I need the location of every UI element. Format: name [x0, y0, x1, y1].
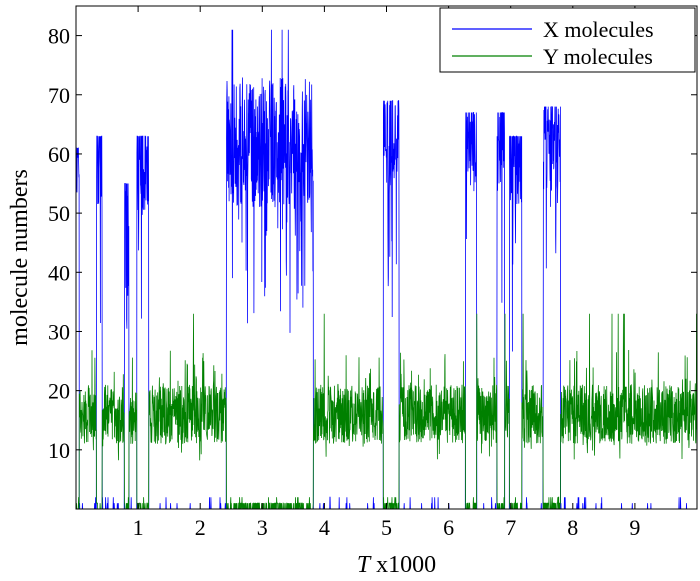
- x-tick-label: 1: [133, 515, 144, 540]
- y-tick-label: 30: [48, 319, 70, 344]
- y-tick-label: 50: [48, 201, 70, 226]
- x-tick-label: 3: [257, 515, 268, 540]
- legend-box: [439, 7, 696, 73]
- x-tick-label: 9: [629, 515, 640, 540]
- y-tick-label: 20: [48, 379, 70, 404]
- x-tick-label: 7: [505, 515, 516, 540]
- x-tick-label: 2: [195, 515, 206, 540]
- y-axis-title: molecule numbers: [7, 169, 33, 346]
- x-axis-title-variable: T: [357, 552, 372, 578]
- legend: X molecules Y molecules: [439, 7, 696, 73]
- x-tick-label: 6: [443, 515, 454, 540]
- y-tick-label: 40: [48, 260, 70, 285]
- tick-layer: 1 2 3 4 5 6 7 8 9 10 20 30 40 50 60 70 80: [48, 6, 697, 540]
- y-tick-label: 80: [48, 24, 70, 49]
- y-tick-label: 70: [48, 83, 70, 108]
- y-tick-label: 10: [48, 438, 70, 463]
- x-tick-label: 4: [319, 515, 330, 540]
- x-tick-label: 5: [381, 515, 392, 540]
- y-tick-label: 60: [48, 142, 70, 167]
- legend-label-x: X molecules: [543, 17, 654, 42]
- x-tick-label: 8: [567, 515, 578, 540]
- legend-label-y: Y molecules: [543, 44, 653, 69]
- x-axis-title-suffix: x1000: [376, 552, 436, 578]
